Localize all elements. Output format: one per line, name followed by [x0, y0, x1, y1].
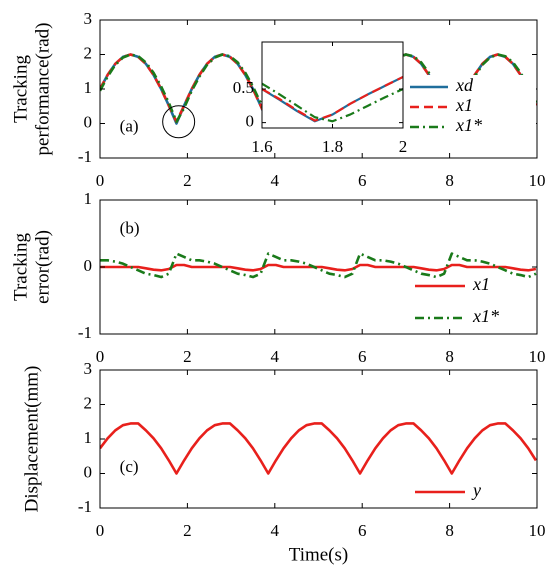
series-line — [262, 82, 403, 123]
x-tick-label: 8 — [445, 521, 454, 540]
x-tick-label: 6 — [358, 521, 367, 540]
y-axis-label: Displacement(mm) — [21, 366, 42, 513]
x-tick-label: 10 — [529, 521, 546, 540]
y-axis-label: Tracking — [10, 233, 31, 301]
highlight-circle — [162, 105, 196, 139]
y-tick-label: 3 — [84, 359, 93, 378]
x-tick-label: 4 — [271, 521, 280, 540]
x-tick-label: 2 — [399, 137, 408, 156]
y-tick-label: 3 — [84, 9, 93, 28]
y-tick-label: 0 — [84, 112, 93, 131]
series-line — [100, 422, 537, 475]
plot-area — [100, 370, 537, 508]
series-layer — [100, 252, 537, 279]
series-layer — [100, 422, 537, 475]
x-tick-label: 0 — [96, 521, 105, 540]
y-tick-label: 2 — [84, 43, 93, 62]
x-tick-label: 0 — [96, 171, 105, 190]
y-tick-label: 1 — [84, 428, 93, 447]
x-tick-label: 8 — [445, 347, 454, 366]
legend-label: xd — [455, 75, 474, 95]
legend-label: x1* — [472, 306, 499, 326]
x-tick-label: 1.8 — [322, 137, 343, 156]
y-axis-label: Tracking — [10, 55, 31, 123]
y-axis-label: performance(rad) — [32, 23, 53, 156]
legend-label: x1* — [455, 115, 482, 135]
y-tick-label: 0.5 — [233, 78, 254, 97]
panel-label: (b) — [120, 218, 140, 237]
x-tick-label: 2 — [183, 521, 192, 540]
series-layer — [262, 75, 403, 123]
x-tick-label: 0 — [96, 347, 105, 366]
y-tick-label: 2 — [84, 393, 93, 412]
y-tick-label: 1 — [84, 78, 93, 97]
x-tick-label: 10 — [529, 171, 546, 190]
y-tick-label: -1 — [78, 147, 92, 166]
legend-label: y — [471, 480, 481, 500]
legend-label: x1 — [472, 274, 490, 294]
x-tick-label: 1.6 — [251, 137, 272, 156]
x-tick-label: 6 — [358, 171, 367, 190]
x-tick-label: 10 — [529, 347, 546, 366]
y-tick-label: 1 — [84, 189, 93, 208]
y-tick-label: 0 — [246, 112, 255, 131]
panel-label: (a) — [120, 117, 139, 136]
y-tick-label: 0 — [84, 256, 93, 275]
x-tick-label: 6 — [358, 347, 367, 366]
series-line — [100, 252, 537, 279]
panel-label: (c) — [120, 457, 139, 476]
series-line — [262, 75, 403, 122]
y-tick-label: -1 — [78, 497, 92, 516]
y-tick-label: 0 — [84, 462, 93, 481]
x-tick-label: 4 — [271, 347, 280, 366]
y-tick-label: -1 — [78, 323, 92, 342]
y-axis-label: error(rad) — [32, 230, 53, 304]
legend-label: x1 — [455, 95, 473, 115]
x-tick-label: 2 — [183, 171, 192, 190]
x-tick-label: 2 — [183, 347, 192, 366]
x-axis-label: Time(s) — [289, 544, 348, 565]
x-tick-label: 4 — [271, 171, 280, 190]
x-tick-label: 8 — [445, 171, 454, 190]
